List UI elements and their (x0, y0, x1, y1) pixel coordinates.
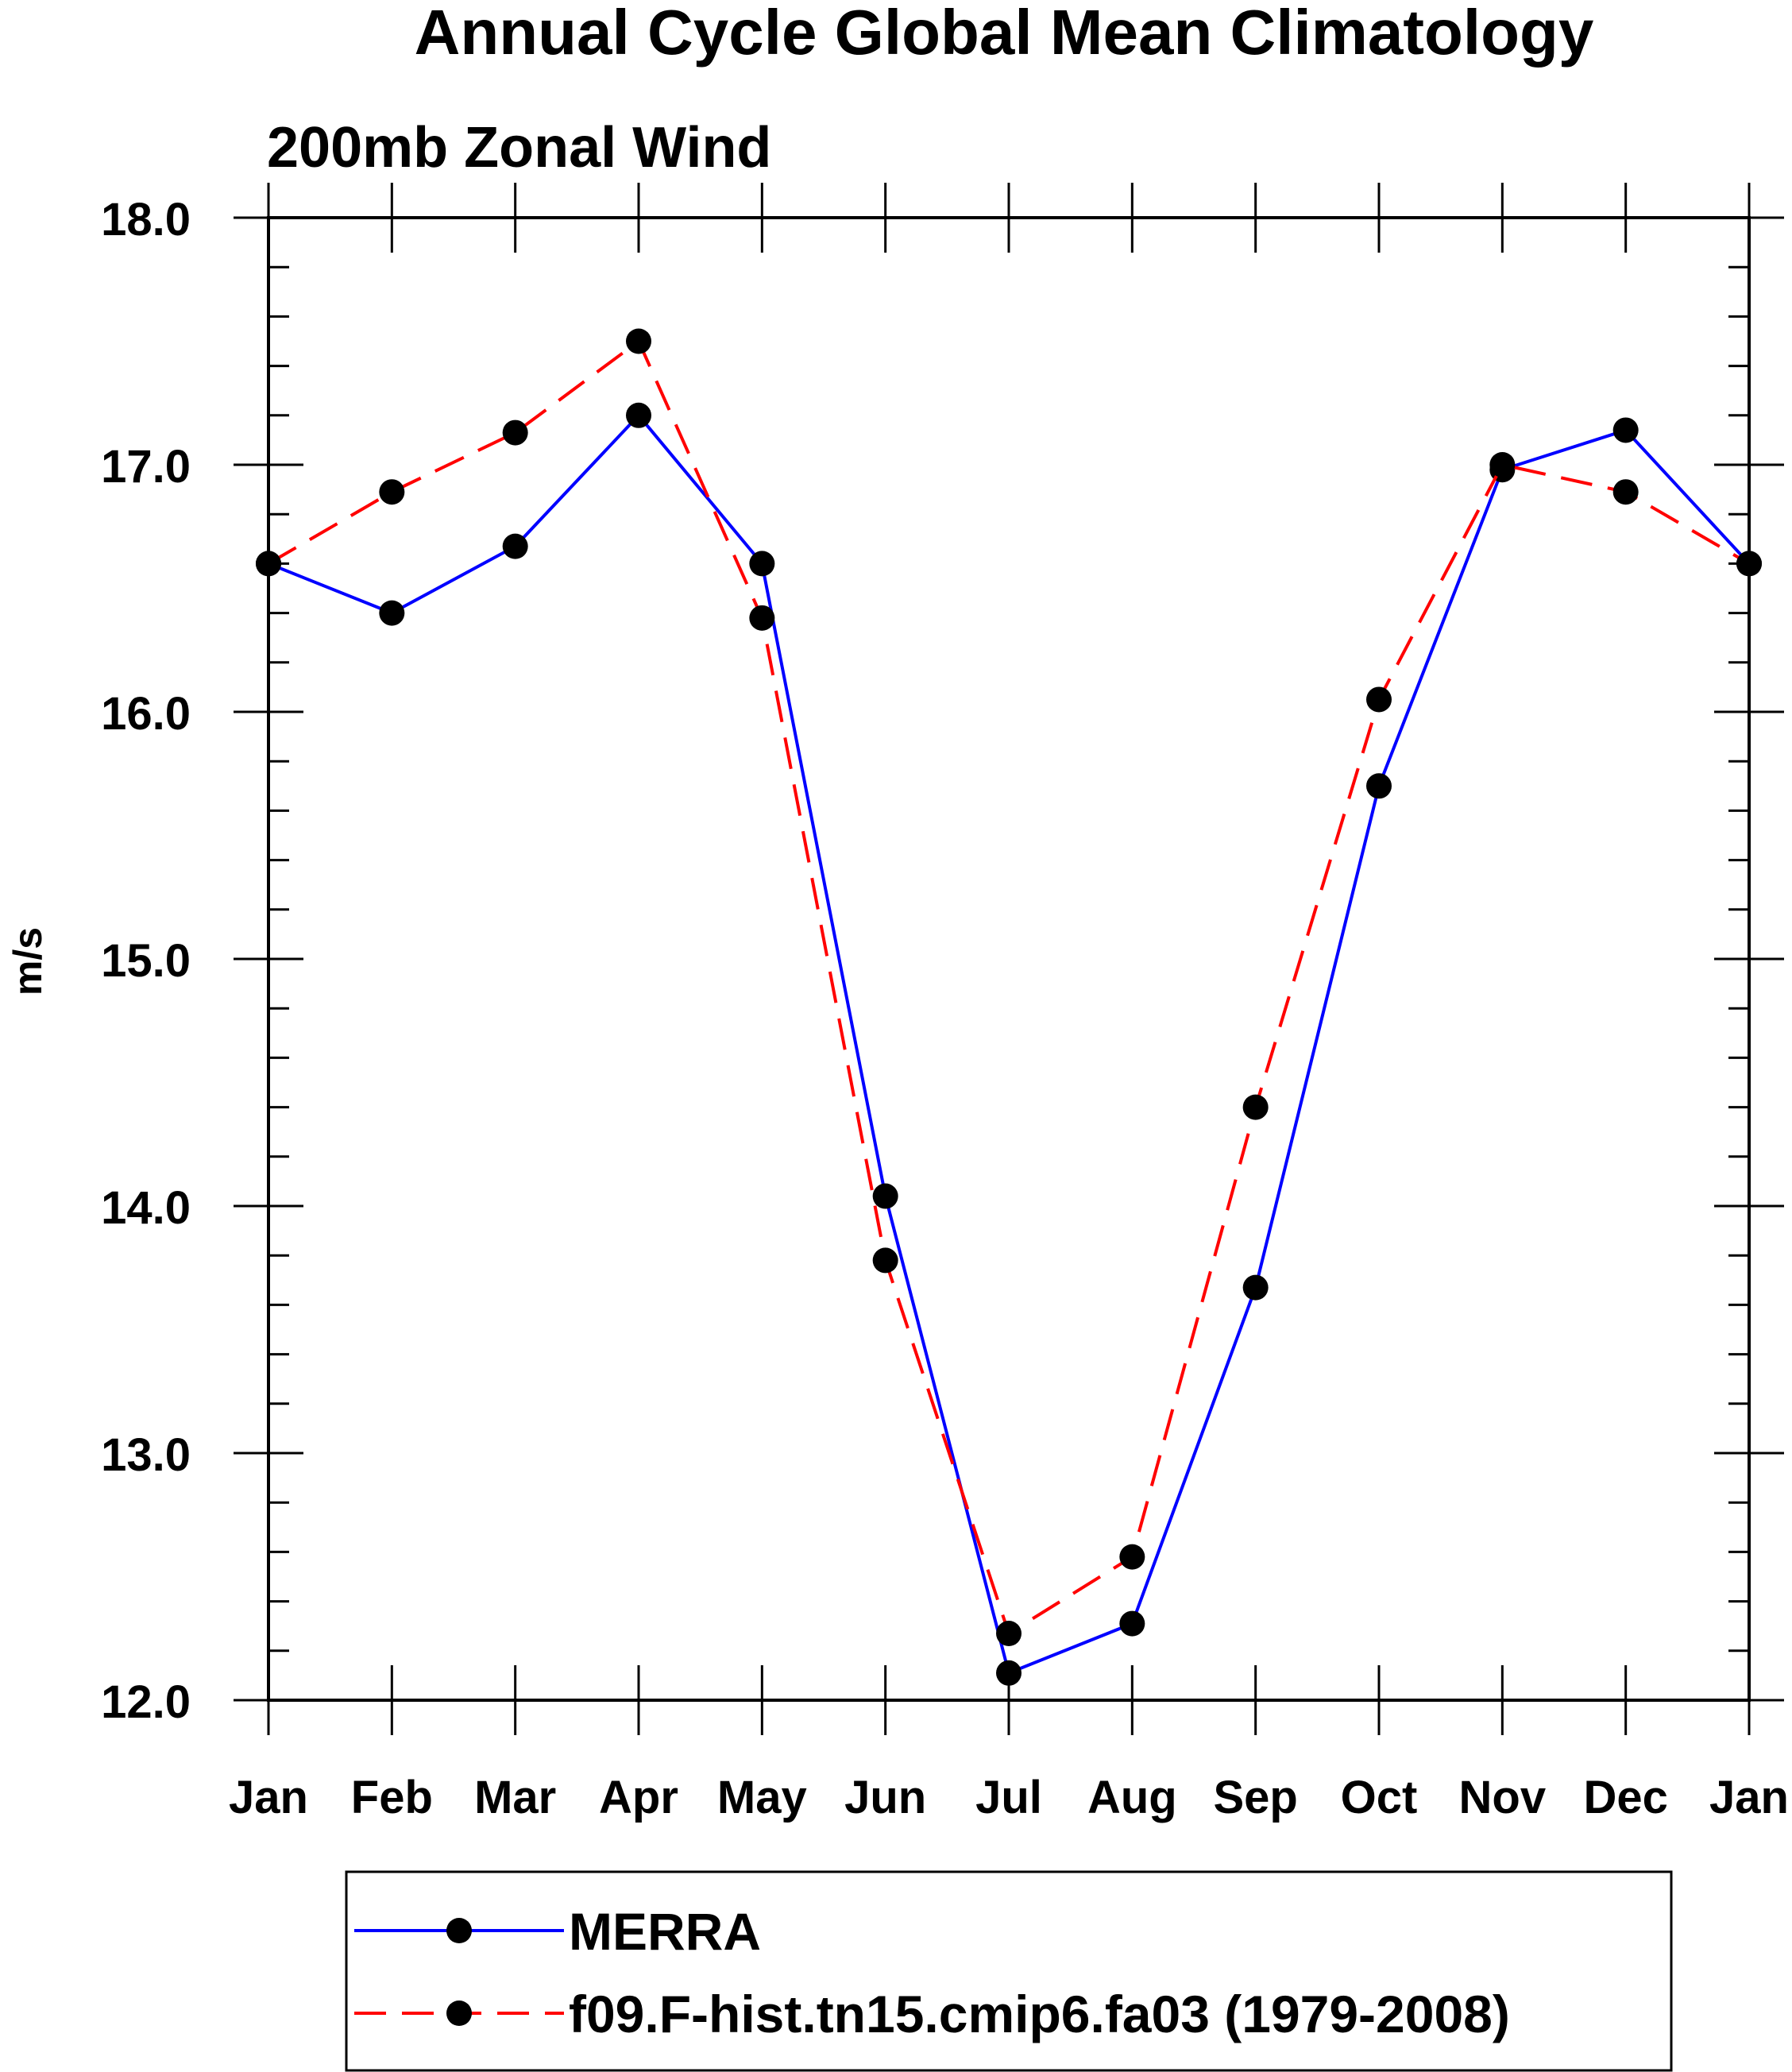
series-line-2 (267, 339, 1751, 1635)
x-tick-label: Nov (1459, 1772, 1547, 1823)
y-tick-label: 12.0 (101, 1676, 191, 1728)
legend-label-2: f09.F-hist.tn15.cmip6.fa03 (1979-2008) (569, 1985, 1510, 2043)
series-2-point (626, 328, 651, 354)
series-2-point (1242, 1094, 1269, 1120)
x-tick-label: Dec (1583, 1772, 1667, 1823)
y-tick-label: 18.0 (101, 194, 191, 245)
chart-subtitle: 200mb Zonal Wind (267, 116, 771, 180)
series-2-point (872, 1247, 898, 1274)
series-2-point (996, 1621, 1022, 1647)
series-2-point (1366, 686, 1392, 713)
y-tick-label: 15.0 (101, 935, 191, 987)
axis-ticks (234, 183, 1784, 1735)
x-tick-label: Sep (1213, 1772, 1297, 1823)
x-tick-label: Apr (599, 1772, 678, 1823)
series-2-point (502, 419, 528, 446)
series-1-point (1612, 417, 1639, 443)
y-tick-label: 16.0 (101, 688, 191, 740)
x-tick-label: Jan (1709, 1772, 1789, 1823)
series-2-point (1119, 1544, 1145, 1570)
y-tick-label: 14.0 (101, 1182, 191, 1234)
y-tick-label: 13.0 (101, 1429, 191, 1481)
series-1-point (502, 533, 528, 559)
series-1-point (996, 1660, 1022, 1686)
series-2-point (749, 605, 775, 631)
x-tick-label: Jun (844, 1772, 926, 1823)
series-1-point (872, 1183, 898, 1209)
x-tick-label: Feb (351, 1772, 433, 1823)
series-line-1 (268, 413, 1751, 1675)
series-1-point (1242, 1274, 1269, 1301)
x-tick-label: May (717, 1772, 807, 1823)
legend: MERRA f09.F-hist.tn15.cmip6.fa03 (1979-20… (345, 1870, 1673, 2072)
x-tick-label: Oct (1341, 1772, 1418, 1823)
legend-box (345, 1870, 1673, 2072)
x-tick-label: Aug (1087, 1772, 1177, 1823)
legend-marker-2 (446, 2000, 472, 2026)
y-tick-label: 17.0 (101, 441, 191, 493)
legend-marker-1 (446, 1918, 472, 1943)
series-1-point (749, 551, 775, 577)
series-1-point (626, 402, 651, 428)
series-1-point (1366, 773, 1392, 799)
series-2-point (1612, 479, 1639, 505)
data-series (256, 328, 1762, 1686)
plot-frame (267, 216, 1751, 1702)
series-1-point (379, 600, 405, 626)
series-1-point (1119, 1610, 1145, 1637)
x-tick-label: Jan (229, 1772, 308, 1823)
tick-labels: 12.0 13.0 14.0 15.0 16.0 17.0 18.0 Jan Feb Mar Apr… (101, 194, 1789, 1823)
x-tick-label: Mar (474, 1772, 556, 1823)
series-2-point (1489, 452, 1516, 477)
y-axis-label: m/s (6, 927, 50, 995)
legend-label-1: MERRA (569, 1902, 761, 1961)
chart-title: Annual Cycle Global Mean Climatology (415, 0, 1594, 68)
series-2-point (379, 479, 405, 505)
x-tick-label: Jul (975, 1772, 1042, 1823)
